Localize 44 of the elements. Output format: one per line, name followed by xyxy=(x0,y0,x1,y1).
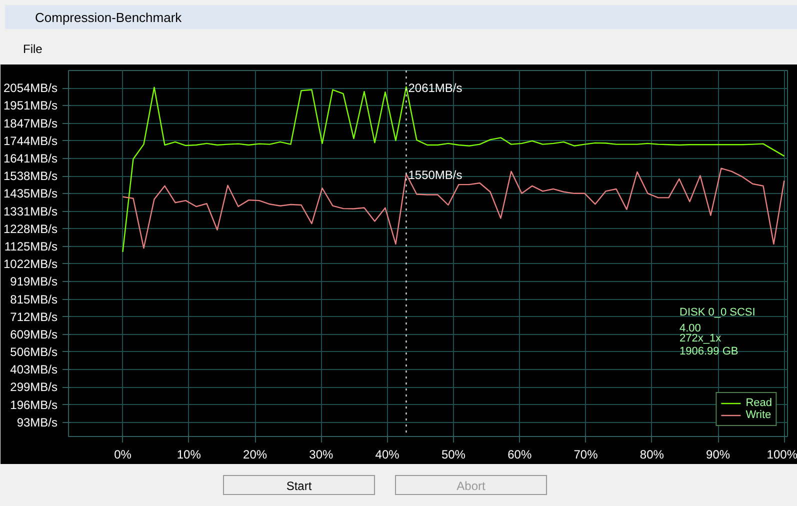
y-tick-label: 299MB/s xyxy=(10,380,58,394)
annotation: 4.00 xyxy=(680,322,701,334)
chart-title: Compression-Benchmark xyxy=(35,9,182,27)
x-tick-label: 20% xyxy=(243,448,268,462)
y-tick-label: 506MB/s xyxy=(10,344,58,359)
x-tick-label: 100% xyxy=(766,448,797,462)
y-tick-label: 1022MB/s xyxy=(3,256,58,271)
x-tick-label: 80% xyxy=(640,448,664,462)
annotation: 1550MB/s xyxy=(408,168,462,182)
x-tick-label: 0% xyxy=(114,448,132,462)
y-tick-label: 1125MB/s xyxy=(4,239,58,254)
legend-label: Read xyxy=(746,397,772,409)
text: File xyxy=(23,41,42,58)
y-tick-label: 93MB/s xyxy=(16,415,58,430)
y-tick-label: 1538MB/s xyxy=(3,169,58,184)
x-tick-label: 90% xyxy=(706,448,730,462)
y-tick-label: 609MB/s xyxy=(10,327,58,342)
annotation: 1906.99 GB xyxy=(680,346,738,358)
text: Abort xyxy=(395,475,547,495)
y-tick-label: 403MB/s xyxy=(10,362,58,377)
y-tick-label: 712MB/s xyxy=(10,310,58,324)
x-tick-label: 70% xyxy=(574,448,598,462)
y-tick-label: 1228MB/s xyxy=(3,222,58,236)
y-tick-label: 1641MB/s xyxy=(3,151,58,166)
annotation: 272x_1x xyxy=(680,332,722,344)
legend-label: Write xyxy=(746,409,772,421)
x-tick-label: 40% xyxy=(375,448,400,462)
y-tick-label: 1435MB/s xyxy=(3,186,58,201)
y-tick-label: 1744MB/s xyxy=(3,134,58,148)
x-tick-label: 10% xyxy=(176,448,202,462)
y-tick-label: 919MB/s xyxy=(10,274,58,289)
y-tick-label: 1331MB/s xyxy=(3,204,58,218)
y-tick-label: 196MB/s xyxy=(10,398,58,412)
x-tick-label: 30% xyxy=(309,448,334,462)
y-tick-label: 1847MB/s xyxy=(3,116,58,130)
x-tick-label: 50% xyxy=(441,448,466,462)
y-tick-label: 815MB/s xyxy=(10,292,58,306)
y-tick-label: 1951MB/s xyxy=(3,98,58,113)
x-tick-label: 60% xyxy=(508,448,532,462)
text: Start xyxy=(223,475,375,495)
y-tick-label: 2054MB/s xyxy=(3,81,58,96)
annotation: DISK 0_0 SCSI xyxy=(680,306,756,318)
annotation: 2061MB/s xyxy=(408,80,462,95)
line-series xyxy=(122,168,785,249)
